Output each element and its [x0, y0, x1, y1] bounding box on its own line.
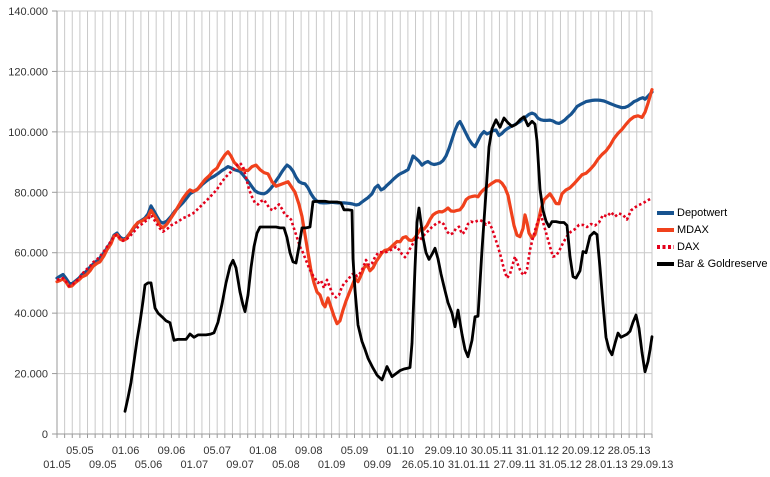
depotwert-line-marker-icon — [657, 211, 674, 215]
svg-text:09.06: 09.06 — [158, 445, 186, 457]
dax-dotted-line-marker-icon — [657, 245, 674, 249]
svg-text:29.09.10: 29.09.10 — [425, 445, 468, 457]
svg-text:01.07: 01.07 — [181, 459, 209, 471]
legend-item-mdax: MDAX — [657, 224, 767, 236]
svg-text:28.05.13: 28.05.13 — [608, 445, 651, 457]
svg-text:05.05: 05.05 — [66, 445, 94, 457]
svg-text:01.08: 01.08 — [249, 445, 277, 457]
legend-item-dax: DAX — [657, 241, 767, 253]
svg-text:60.000: 60.000 — [14, 248, 48, 260]
svg-text:100.000: 100.000 — [8, 127, 48, 139]
svg-text:31.01.11: 31.01.11 — [448, 459, 490, 471]
svg-text:05.09: 05.09 — [341, 445, 369, 457]
svg-text:31.01.12: 31.01.12 — [516, 445, 559, 457]
svg-text:09.05: 09.05 — [89, 459, 117, 471]
legend-item-depotwert: Depotwert — [657, 207, 767, 219]
svg-text:40.000: 40.000 — [14, 308, 48, 320]
svg-text:27.09.11: 27.09.11 — [494, 459, 536, 471]
svg-text:05.08: 05.08 — [272, 459, 300, 471]
svg-text:28.01.13: 28.01.13 — [585, 459, 628, 471]
legend-label: Depotwert — [677, 207, 728, 219]
svg-text:26.05.10: 26.05.10 — [402, 459, 445, 471]
svg-text:31.05.12: 31.05.12 — [539, 459, 582, 471]
legend-label: MDAX — [677, 224, 709, 236]
svg-text:01.10: 01.10 — [387, 445, 415, 457]
bar-goldreserve-line-marker-icon — [657, 262, 674, 266]
svg-text:05.06: 05.06 — [135, 459, 163, 471]
svg-text:30.05.11: 30.05.11 — [471, 445, 513, 457]
svg-text:29.09.13: 29.09.13 — [631, 459, 674, 471]
legend-label: Bar & Goldreserve — [677, 258, 768, 270]
svg-text:140.000: 140.000 — [8, 6, 48, 18]
svg-text:120.000: 120.000 — [8, 66, 48, 78]
mdax-line-marker-icon — [657, 228, 674, 232]
svg-text:0: 0 — [42, 429, 48, 441]
svg-text:20.000: 20.000 — [14, 369, 48, 381]
svg-text:09.08: 09.08 — [295, 445, 323, 457]
svg-text:80.000: 80.000 — [14, 187, 48, 199]
svg-text:05.07: 05.07 — [203, 445, 231, 457]
svg-text:20.09.12: 20.09.12 — [562, 445, 605, 457]
legend-item-bar-goldreserve: Bar & Goldreserve — [657, 258, 767, 270]
svg-text:01.05: 01.05 — [43, 459, 71, 471]
svg-text:09.07: 09.07 — [226, 459, 254, 471]
svg-text:01.09: 01.09 — [318, 459, 346, 471]
svg-text:09.09: 09.09 — [364, 459, 392, 471]
legend-label: DAX — [677, 241, 700, 253]
chart-legend: Depotwert MDAX DAX Bar & Goldreserve — [657, 207, 767, 270]
svg-text:01.06: 01.06 — [112, 445, 140, 457]
